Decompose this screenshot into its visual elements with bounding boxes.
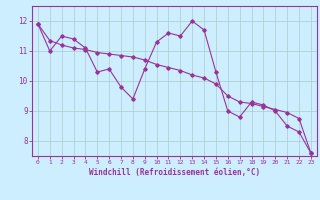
- X-axis label: Windchill (Refroidissement éolien,°C): Windchill (Refroidissement éolien,°C): [89, 168, 260, 177]
